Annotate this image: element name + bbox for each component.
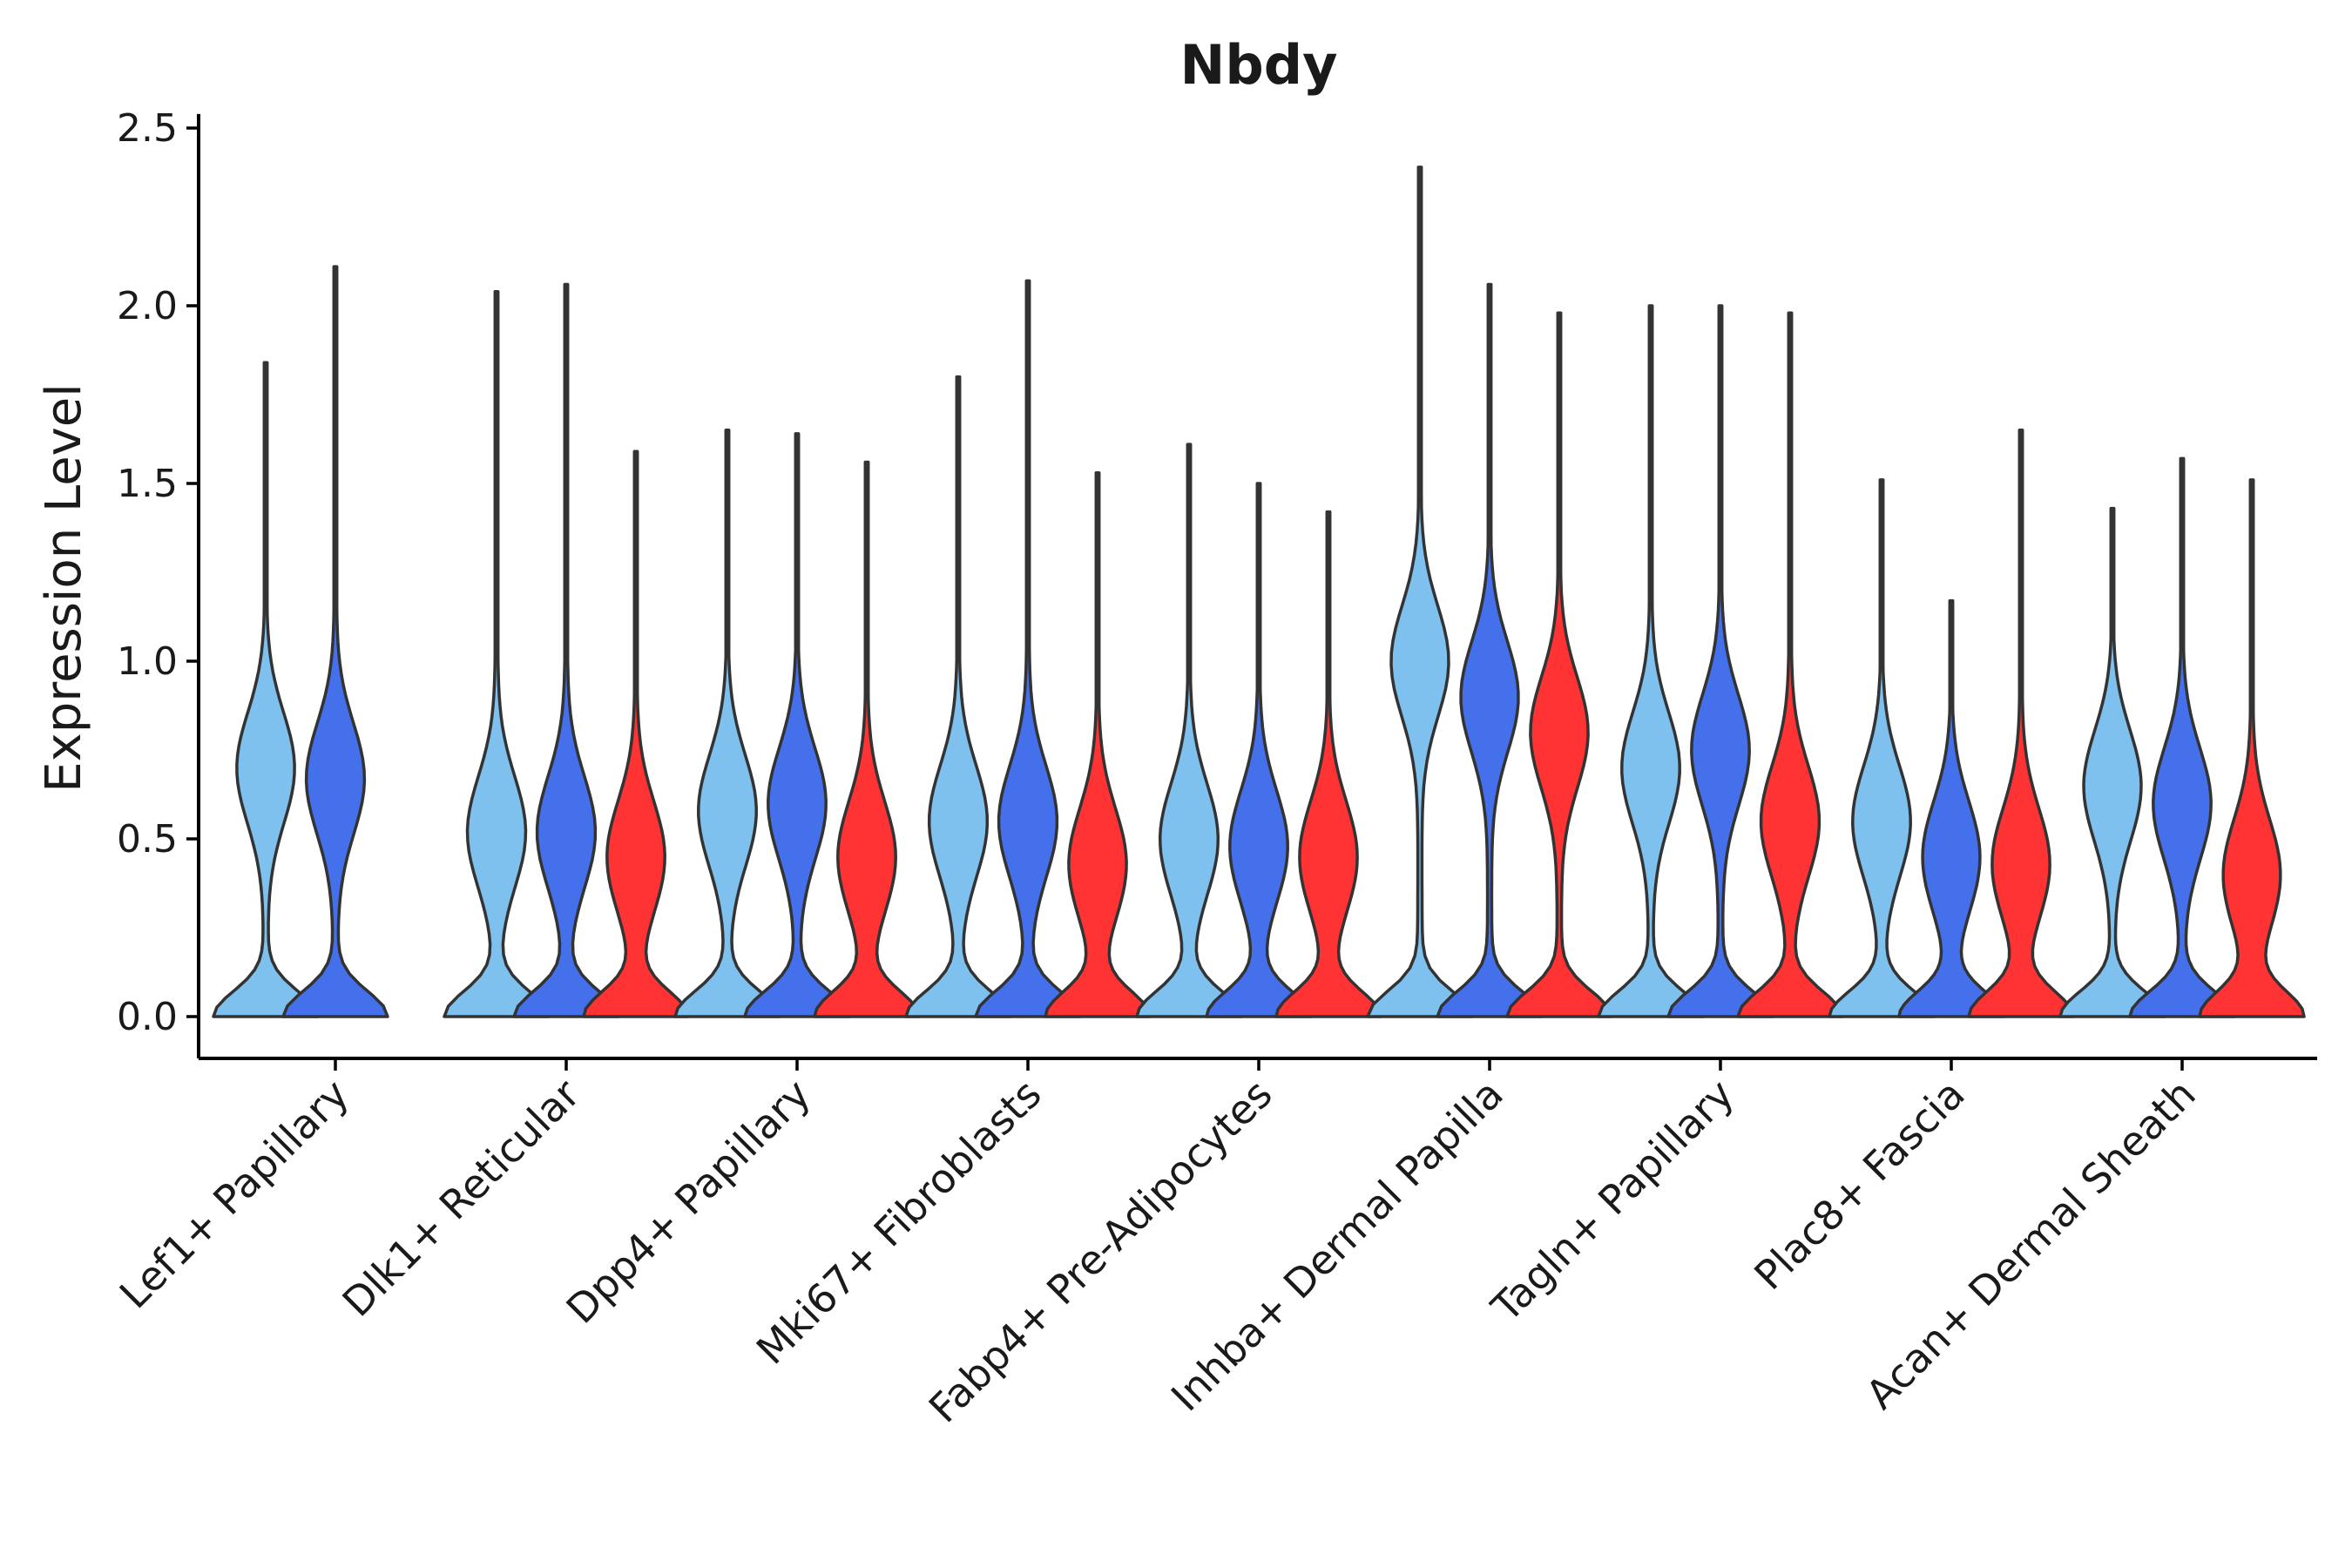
violin xyxy=(1366,166,1474,1018)
violin-group xyxy=(1366,166,1613,1018)
violin xyxy=(2198,478,2306,1018)
y-tick-label: 0.0 xyxy=(117,995,178,1039)
y-tick-label: 2.0 xyxy=(117,284,178,328)
violin xyxy=(1828,478,1936,1018)
violin xyxy=(443,289,551,1018)
violin-group xyxy=(673,429,921,1018)
violin xyxy=(281,265,389,1018)
violin-group xyxy=(443,282,690,1018)
violin xyxy=(1274,510,1382,1018)
violin xyxy=(512,282,620,1018)
violin-group xyxy=(2058,456,2306,1018)
violin xyxy=(1967,429,2075,1018)
violin xyxy=(1736,311,1844,1018)
violin xyxy=(1135,443,1243,1018)
x-tick-label: Plac8+ Fascia xyxy=(1745,1071,1973,1299)
y-tick-label: 1.5 xyxy=(117,462,178,506)
y-tick-label: 2.5 xyxy=(117,106,178,151)
x-tick-label: Lef1+ Papillary xyxy=(111,1071,358,1318)
violin xyxy=(1505,311,1613,1018)
violin xyxy=(743,432,851,1018)
violin xyxy=(1205,482,1313,1018)
violin xyxy=(1044,471,1152,1018)
x-tick-label: Tagln+ Papillary xyxy=(1482,1071,1743,1332)
violins-layer xyxy=(212,166,2306,1018)
chart-title: Nbdy xyxy=(1179,33,1337,97)
y-axis-label: Expression Level xyxy=(36,383,92,793)
violin-group xyxy=(1828,429,2075,1018)
x-tick-label: Dlk1+ Reticular xyxy=(334,1071,589,1326)
y-tick-label: 0.5 xyxy=(117,817,178,862)
violin xyxy=(2128,456,2236,1018)
violin xyxy=(974,279,1082,1018)
violin xyxy=(582,449,690,1018)
violin xyxy=(1897,598,2005,1018)
violin-group xyxy=(904,279,1152,1018)
violin xyxy=(1436,282,1544,1018)
violin-group xyxy=(212,265,389,1018)
violin xyxy=(2058,506,2166,1018)
violin xyxy=(1666,304,1774,1018)
violin xyxy=(904,375,1012,1018)
violin-group xyxy=(1597,304,1844,1018)
violin xyxy=(1597,304,1705,1018)
y-axis: 0.0 0.5 1.0 1.5 2.0 2.5 xyxy=(117,106,200,1058)
violin xyxy=(673,429,781,1018)
y-tick-label: 1.0 xyxy=(117,639,178,684)
violin-group xyxy=(1135,443,1382,1018)
violin xyxy=(212,361,320,1018)
x-tick-label: Dpp4+ Papillary xyxy=(558,1071,820,1333)
violin xyxy=(813,460,921,1018)
